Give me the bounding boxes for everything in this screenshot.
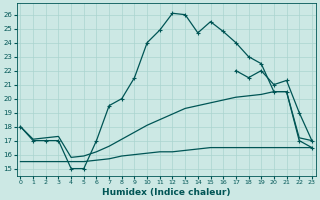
X-axis label: Humidex (Indice chaleur): Humidex (Indice chaleur): [102, 188, 230, 197]
